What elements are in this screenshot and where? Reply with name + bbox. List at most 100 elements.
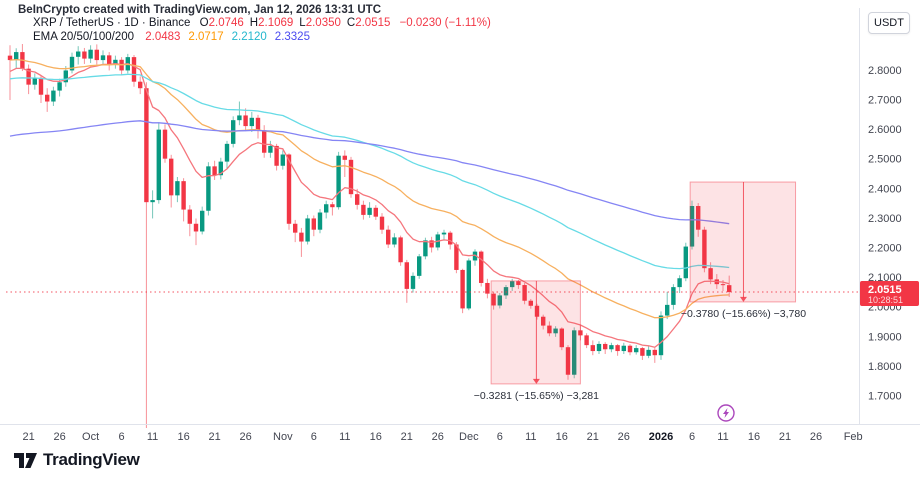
candle-body — [596, 343, 602, 352]
candle-body — [94, 49, 99, 61]
candle-body — [584, 335, 589, 346]
price-tick-label: 2.3000 — [868, 213, 902, 225]
price-tick-label: 1.8000 — [868, 361, 902, 373]
time-tick-label: 26 — [53, 431, 65, 443]
time-tick-label: 26 — [810, 431, 822, 443]
candle-body — [367, 207, 372, 215]
ema-value: 2.3325 — [274, 31, 310, 43]
time-tick-label: 11 — [339, 431, 350, 443]
price-tick-label: 1.7000 — [868, 391, 902, 403]
candle-body — [379, 216, 385, 230]
candle-body — [45, 94, 50, 102]
candle-body — [708, 268, 713, 280]
time-tick-label: 6 — [311, 431, 317, 443]
candle-body — [640, 348, 645, 356]
candle-body — [150, 200, 155, 203]
candle-body — [361, 204, 366, 215]
ohlc-values: O2.0746 H2.1069 L2.0350 C2.0515 — [194, 17, 391, 29]
last-price-badge-bg — [860, 281, 919, 306]
symbol-title[interactable]: XRP / TetherUS · 1D · Binance — [33, 17, 191, 29]
candle-body — [342, 155, 347, 160]
candle-body — [243, 115, 248, 127]
time-tick-label: 16 — [370, 431, 382, 443]
candle-body — [293, 223, 298, 233]
candle-body — [460, 269, 465, 309]
time-tick-label: 16 — [748, 431, 760, 443]
candle-body — [572, 330, 577, 375]
candle-body — [534, 305, 540, 317]
time-axis[interactable]: 21 26 Oct 6 11 16 21 26 Nov 6 11 16 21 26 Dec 6 11 16 21 26… — [22, 431, 862, 443]
candle-body — [206, 166, 211, 211]
price-tick-label: 2.8000 — [868, 65, 902, 77]
time-tick-label: Oct — [82, 431, 99, 443]
ohlc-value: 2.0746 — [208, 17, 244, 29]
candle-body — [26, 68, 31, 85]
candle-body — [311, 218, 316, 230]
candle-body — [218, 161, 223, 176]
time-tick-label: 21 — [22, 431, 34, 443]
candle-body — [615, 345, 620, 352]
ema-100-line — [9, 73, 730, 270]
candle-body — [336, 155, 341, 208]
candle-body — [497, 295, 502, 306]
candle-body — [255, 117, 261, 131]
time-tick-label: Feb — [844, 431, 863, 443]
time-tick-label: 11 — [717, 431, 728, 443]
candle-body — [441, 232, 447, 235]
measure-arrow-head — [532, 378, 540, 384]
candle-body — [553, 328, 558, 334]
candle-body — [448, 232, 453, 245]
candle-body — [634, 348, 639, 353]
ema-value: 2.0717 — [188, 31, 224, 43]
tradingview-logo[interactable]: TradingView — [14, 450, 140, 470]
candle-body — [57, 82, 62, 91]
measure-box-1[interactable]: −0.3281 (−15.65%) −3,281 — [474, 280, 599, 402]
price-axis[interactable]: 2.8000 2.7000 2.6000 2.5000 2.4000 2.3000 2.20… — [868, 65, 902, 403]
candle-body — [386, 229, 391, 245]
candle-body — [138, 81, 143, 89]
candle-body — [398, 237, 403, 263]
legend-ema-row: EMA 20/50/100/200 2.0483 2.0717 2.2120 2.33… — [33, 30, 491, 44]
candle-body — [355, 194, 360, 205]
candle-body — [317, 212, 323, 230]
candle-body — [63, 70, 68, 83]
tradingview-logo-icon — [14, 452, 37, 468]
time-tick-label: 21 — [208, 431, 220, 443]
candle-body — [348, 159, 354, 195]
tradingview-logo-text: TradingView — [43, 450, 140, 469]
candle-body — [212, 166, 217, 176]
price-tick-label: 2.4000 — [868, 183, 902, 195]
ema-value: 2.2120 — [231, 31, 267, 43]
candle-body — [417, 256, 422, 276]
candle-body — [528, 300, 533, 306]
candle-body — [559, 328, 564, 348]
candle-body — [305, 218, 310, 242]
candle-body — [144, 88, 149, 203]
candle-body — [665, 304, 670, 316]
candle-body — [720, 284, 726, 286]
measure-box-2[interactable]: −0.3780 (−15.66%) −3,780 — [681, 181, 806, 320]
flash-event-icon[interactable] — [717, 404, 735, 422]
candle-body — [200, 210, 205, 232]
candle-body — [373, 207, 378, 217]
candle-body — [627, 345, 633, 353]
candle-body — [324, 204, 329, 213]
time-tick-label: Nov — [273, 431, 293, 443]
candle-body — [516, 281, 521, 286]
ema-indicator-label[interactable]: EMA 20/50/100/200 — [33, 31, 135, 43]
candle-body — [423, 240, 428, 257]
ohlc-key: C — [346, 17, 356, 29]
ohlc-key: O — [199, 17, 209, 29]
candle-body — [541, 316, 546, 326]
ema-value: 2.0483 — [145, 31, 181, 43]
candle-body — [181, 181, 186, 210]
candle-body — [590, 345, 595, 352]
quote-unit-button[interactable]: USDT — [868, 12, 910, 34]
candle-body — [491, 293, 496, 306]
candle-body — [32, 77, 37, 85]
lightning-bolt-icon — [723, 408, 729, 418]
candle-body — [671, 287, 676, 305]
time-tick-label: 6 — [119, 431, 125, 443]
